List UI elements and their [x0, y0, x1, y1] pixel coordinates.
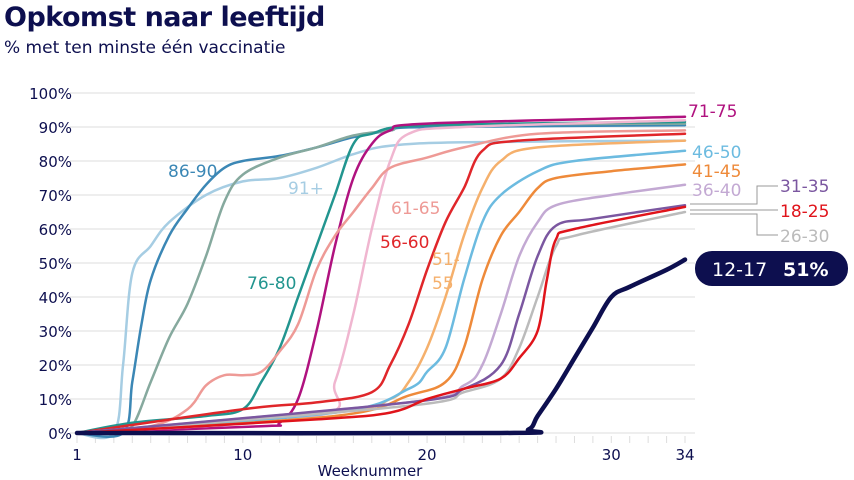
- y-tick-label: 0%: [48, 425, 72, 443]
- series-line-61-65: [75, 129, 687, 435]
- y-tick-label: 60%: [39, 221, 72, 239]
- x-axis-label: Weeknummer: [318, 462, 424, 480]
- series-label-26-30: 26-30: [780, 227, 829, 247]
- badge-value: 51%: [783, 259, 828, 281]
- series-label-51-55: 55: [432, 274, 454, 294]
- series-label-71-75: 71-75: [688, 102, 737, 122]
- series-line-18-25: [75, 205, 687, 435]
- badge-label: 12-17: [712, 259, 767, 281]
- series-label-18-25: 18-25: [780, 202, 829, 222]
- y-tick-label: 100%: [29, 85, 72, 103]
- x-tick-label: 34: [675, 446, 694, 464]
- y-tick-label: 50%: [39, 255, 72, 273]
- chart-subtitle: % met ten minste één vaccinatie: [4, 38, 286, 58]
- y-tick-label: 40%: [39, 289, 72, 307]
- badge-12-17: [695, 251, 848, 286]
- series-label-56-60: 56-60: [380, 233, 429, 253]
- leader-line: [690, 213, 778, 236]
- series-label-51-55: 51-: [432, 250, 460, 270]
- series-line-26-30: [75, 210, 687, 435]
- series-label-76-80: 76-80: [247, 274, 296, 294]
- series-line-76-80: [75, 120, 687, 435]
- y-tick-label: 10%: [39, 391, 72, 409]
- series-line-71-75: [75, 115, 687, 435]
- series-label-41-45: 41-45: [692, 162, 741, 182]
- series-label-46-50: 46-50: [692, 143, 741, 163]
- leader-line: [690, 185, 778, 205]
- series-label-36-40: 36-40: [692, 181, 741, 201]
- series-label-61-65: 61-65: [391, 199, 440, 219]
- x-tick-label: 30: [602, 446, 621, 464]
- series-line-unlabeled: [75, 118, 687, 435]
- series-line-91+: [75, 139, 687, 440]
- series-label-91+: 91+: [288, 179, 324, 199]
- chart-title: Opkomst naar leeftijd: [4, 2, 325, 33]
- series-line-12-17: [74, 257, 688, 436]
- y-tick-label: 70%: [39, 187, 72, 205]
- y-tick-label: 20%: [39, 357, 72, 375]
- x-tick-label: 20: [418, 446, 437, 464]
- series-label-86-90: 86-90: [168, 162, 217, 182]
- series-line-56-60: [75, 132, 687, 435]
- series-label-31-35: 31-35: [780, 177, 829, 197]
- y-tick-label: 30%: [39, 323, 72, 341]
- series-line-41-45: [75, 163, 687, 435]
- y-tick-label: 80%: [39, 153, 72, 171]
- x-tick-label: 10: [233, 446, 252, 464]
- y-tick-label: 90%: [39, 119, 72, 137]
- series-line-51-55: [75, 139, 687, 435]
- series-line-31-35: [75, 203, 687, 435]
- x-tick-label: 1: [72, 446, 82, 464]
